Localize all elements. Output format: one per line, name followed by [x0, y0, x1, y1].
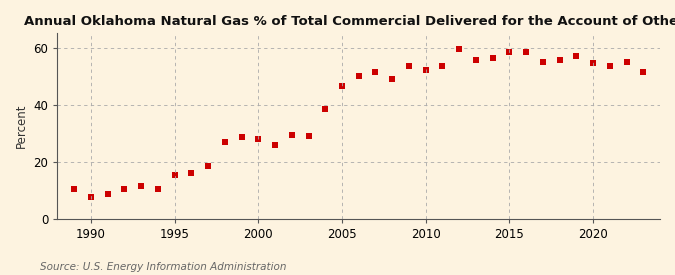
- Text: Source: U.S. Energy Information Administration: Source: U.S. Energy Information Administ…: [40, 262, 287, 272]
- Title: Annual Oklahoma Natural Gas % of Total Commercial Delivered for the Account of O: Annual Oklahoma Natural Gas % of Total C…: [24, 15, 675, 28]
- Y-axis label: Percent: Percent: [15, 104, 28, 148]
